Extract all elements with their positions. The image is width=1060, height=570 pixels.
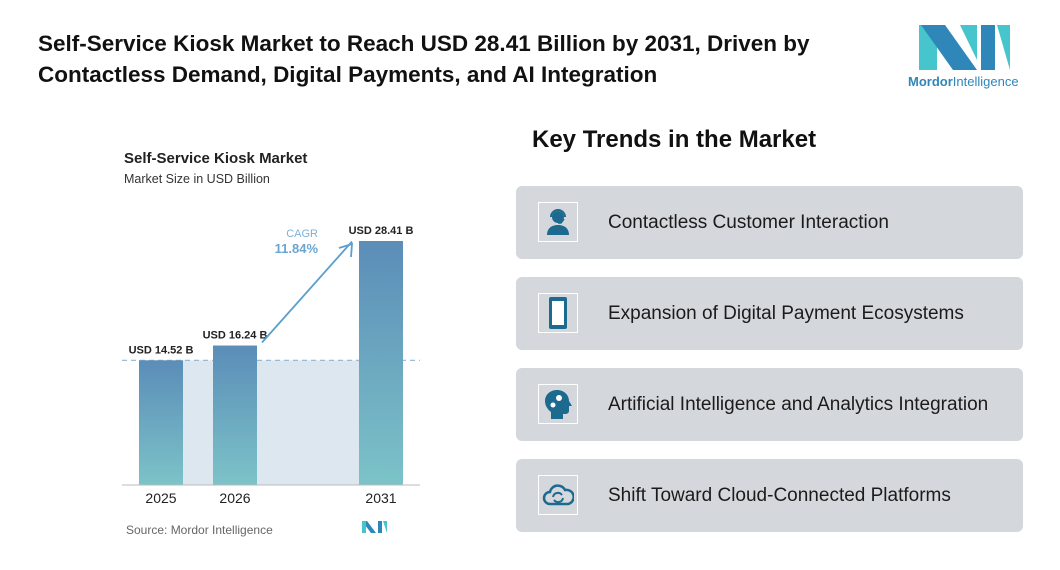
- smartphone-icon: [538, 293, 578, 333]
- mordor-logo-icon: [919, 25, 1010, 70]
- page-title: Self-Service Kiosk Market to Reach USD 2…: [38, 31, 810, 87]
- cagr-arrowhead: [338, 242, 353, 258]
- trend-label: Contactless Customer Interaction: [608, 212, 889, 233]
- cagr-arrow: [261, 240, 353, 344]
- chart-card: Self-Service Kiosk Market Market Size in…: [100, 130, 440, 545]
- logo-text: MordorIntelligence: [908, 74, 1019, 89]
- trend-label: Expansion of Digital Payment Ecosystems: [608, 303, 964, 324]
- data-label: USD 14.52 B: [129, 344, 194, 356]
- headset-user-icon: [538, 202, 578, 242]
- data-label: USD 16.24 B: [203, 330, 268, 342]
- bar-2025: [139, 360, 183, 485]
- trends-title: Key Trends in the Market: [532, 126, 817, 153]
- trend-label: Shift Toward Cloud-Connected Platforms: [608, 485, 951, 506]
- chart-title: Self-Service Kiosk Market: [124, 150, 307, 167]
- trend-card: Contactless Customer Interaction: [516, 186, 1023, 259]
- trend-label: Artificial Intelligence and Analytics In…: [608, 394, 989, 415]
- x-tick-label: 2031: [365, 490, 396, 506]
- chart-source: Source: Mordor Intelligence: [126, 523, 273, 537]
- ai-head-gears-icon: [538, 384, 578, 424]
- trend-card: Expansion of Digital Payment Ecosystems: [516, 277, 1023, 350]
- x-tick-label: 2026: [219, 490, 250, 506]
- bar-chart: Self-Service Kiosk Market Market Size in…: [122, 150, 420, 537]
- bar-2031: [359, 241, 403, 485]
- baseline-shade: [183, 360, 359, 485]
- cagr-label: CAGR: [286, 228, 318, 240]
- x-tick-label: 2025: [145, 490, 176, 506]
- trend-card: Shift Toward Cloud-Connected Platforms: [516, 459, 1023, 532]
- cagr-value: 11.84%: [275, 241, 319, 256]
- bar-2026: [213, 345, 257, 485]
- cloud-sync-icon: [538, 475, 578, 515]
- source-logo-icon: [362, 521, 387, 533]
- trend-card: Artificial Intelligence and Analytics In…: [516, 368, 1023, 441]
- data-label: USD 28.41 B: [349, 225, 414, 237]
- chart-subtitle: Market Size in USD Billion: [124, 172, 270, 186]
